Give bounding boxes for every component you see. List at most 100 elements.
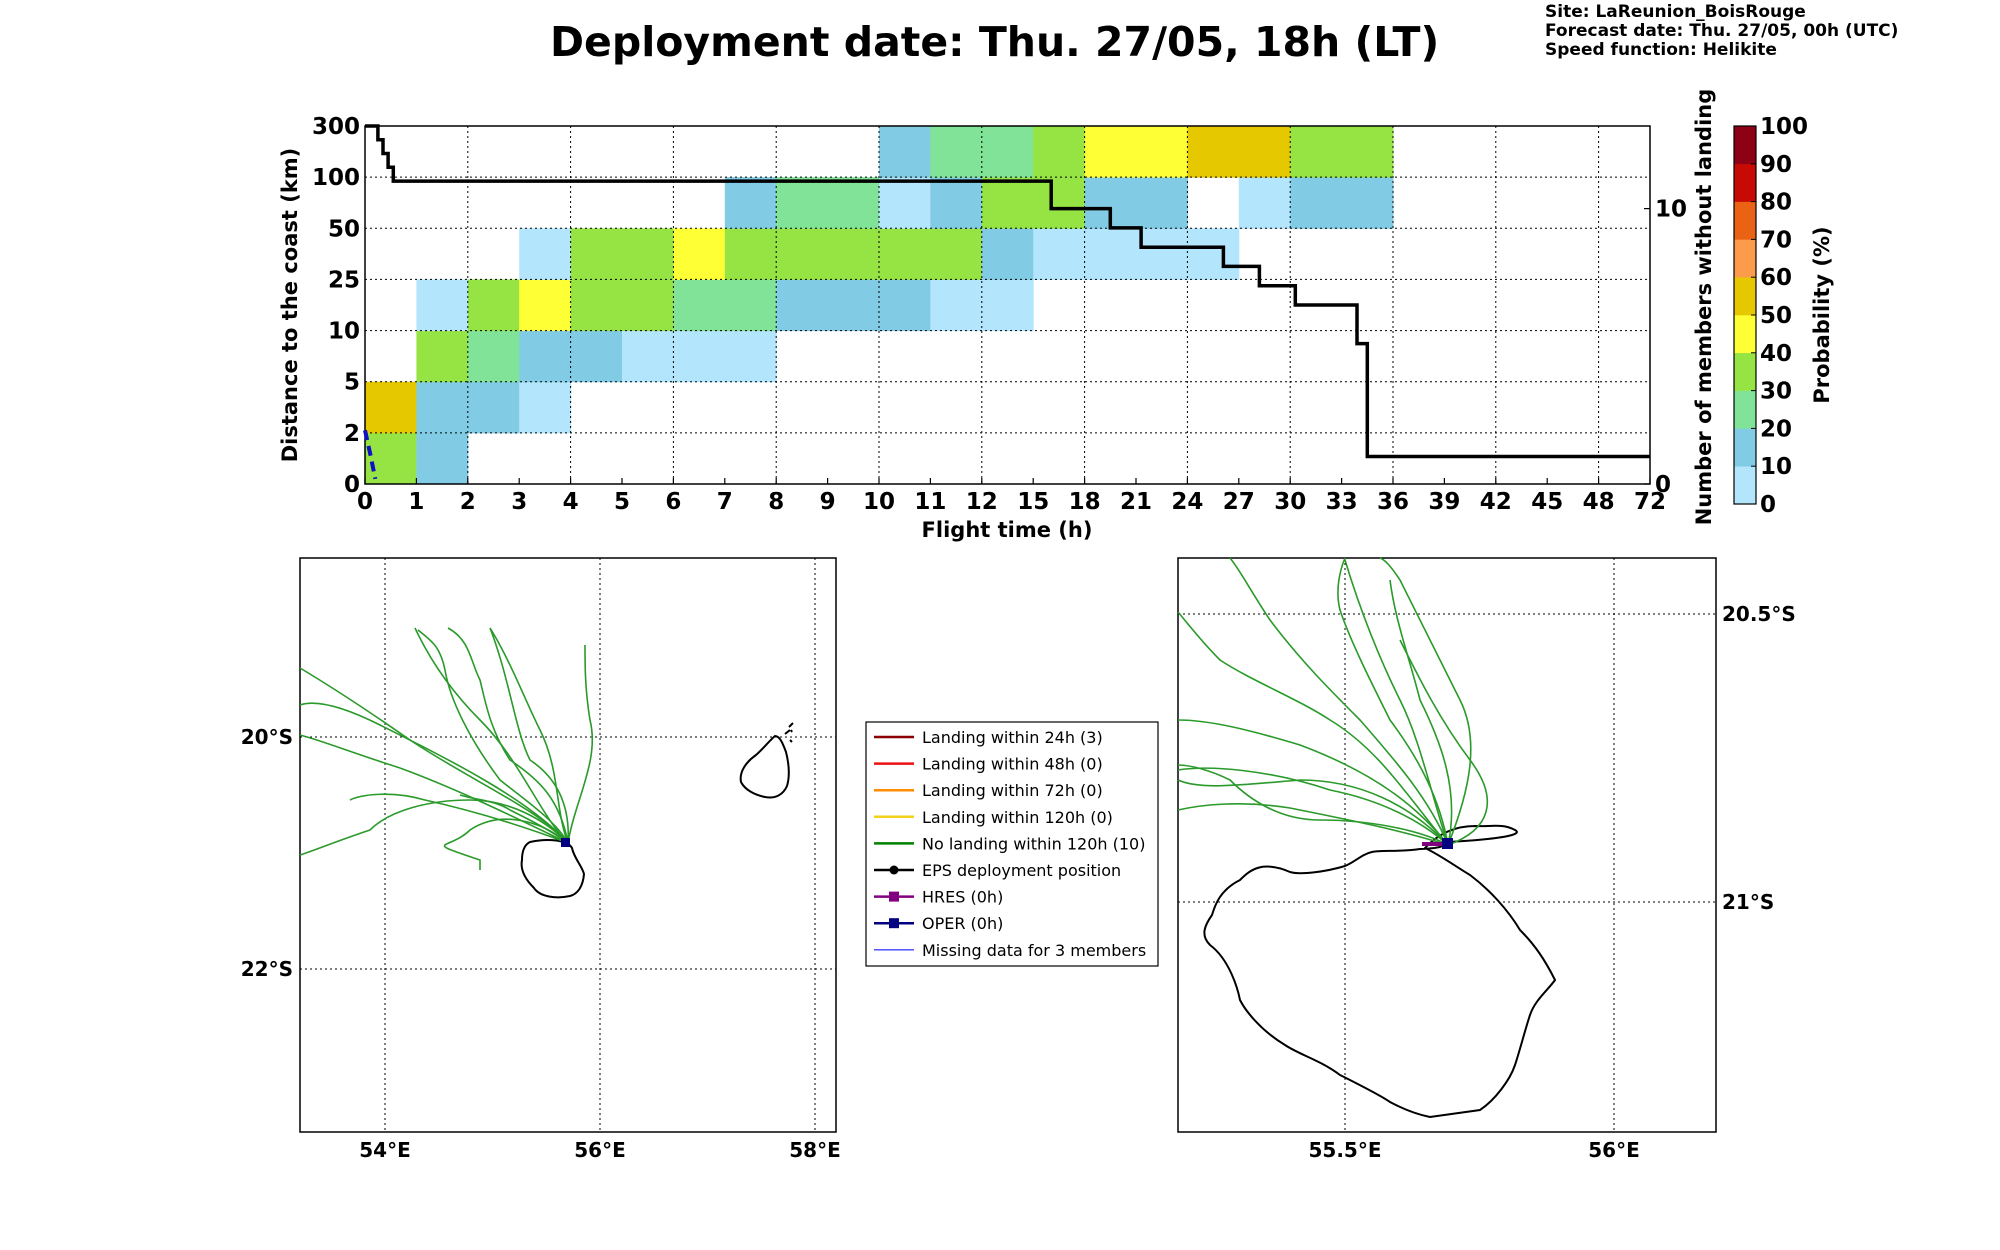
regional-trajectory-map: 54°E 56°E 58°E 20°S 22°S [241,557,841,1162]
heatmap-cell [879,177,931,229]
legend-square-marker [889,918,899,929]
heatmap-cell [519,381,572,434]
x-tick-label: 2 [460,489,476,515]
mauritius-islets [784,722,794,743]
heatmap-cell [1136,177,1188,229]
heatmap-cell [673,279,726,332]
heatmap-y2-ticks: 0 10 [1644,197,1687,498]
map-x-tick-label: 58°E [789,1138,841,1162]
map-x-tick-label: 56°E [574,1138,626,1162]
colorbar-tick-label: 100 [1760,114,1808,140]
page-title: Deployment date: Thu. 27/05, 18h (LT) [550,18,1440,66]
left-map-gridlines [300,558,836,1132]
heatmap-cell [827,279,880,332]
x-tick-label: 6 [665,489,681,515]
heatmap-cell [365,381,417,434]
x-tick-label: 33 [1326,489,1358,515]
heatmap-cell [879,228,931,280]
heatmap-cell [827,228,880,280]
heatmap-y-label: Distance to the coast (km) [278,148,302,463]
y-tick-label: 300 [312,114,360,140]
x-tick-label: 7 [717,489,733,515]
heatmap-cell [1187,228,1240,280]
colorbar-swatch [1734,428,1756,467]
colorbar-tick-label: 0 [1760,492,1776,518]
legend-label: OPER (0h) [922,914,1003,933]
y-tick-label: 100 [312,165,360,191]
legend-item: Landing within 72h (0) [874,781,1103,800]
x-tick-label: 36 [1377,489,1409,515]
colorbar-tick-label: 10 [1760,454,1792,480]
heatmap-cell [1238,177,1291,229]
heatmap-cell [622,228,674,280]
colorbar-swatch [1734,390,1756,429]
left-map-trajectories [299,627,594,870]
heatmap-cell [724,228,777,280]
legend-circle-marker [889,865,899,875]
colorbar-tick-label: 30 [1760,379,1792,405]
heatmap-cell [776,177,829,229]
x-tick-label: 12 [966,489,998,515]
left-map-oper-marker [561,838,570,847]
y-tick-label: 50 [328,216,360,242]
heatmap-cell [570,279,623,332]
colorbar-swatches [1734,126,1756,505]
reunion-island-outline-left [520,839,586,899]
heatmap-cell [570,330,623,383]
heatmap-cell [776,228,829,280]
legend-label: Missing data for 3 members [922,941,1146,960]
y-tick-label: 25 [328,267,360,293]
probability-heatmap: 0 1 2 3 4 5 6 7 8 9 10 11 12 15 18 21 24 27 30 33 36 39 42 45 48… [278,89,1716,542]
colorbar-tick-label: 90 [1760,152,1792,178]
heatmap-cell [1187,126,1240,178]
heatmap-y2-label: Number of members without landing [1692,89,1716,526]
heatmap-cell [981,228,1034,280]
x-tick-label: 8 [768,489,784,515]
heatmap-cell [981,177,1034,229]
heatmap-cell [1136,126,1188,178]
x-tick-label: 11 [914,489,946,515]
colorbar-swatch [1734,126,1756,165]
heatmap-cells [365,126,1394,485]
mauritius-island-outline [739,734,790,799]
site-name: Site: LaReunion_BoisRouge [1545,2,1806,22]
map-y-tick-label: 20°S [241,725,293,749]
heatmap-cell [673,228,726,280]
heatmap-cell [1290,177,1343,229]
heatmap-cell [467,279,520,332]
heatmap-cell [776,279,829,332]
legend-item: Landing within 48h (0) [874,755,1103,774]
right-map-y-ticks: 20.5°S 21°S [1722,602,1796,914]
x-tick-label: 45 [1531,489,1563,515]
x-tick-label: 30 [1274,489,1306,515]
site-info: Site: LaReunion_BoisRouge Forecast date:… [1545,3,1898,60]
colorbar-swatch [1734,466,1756,505]
heatmap-cell [1033,126,1086,178]
right-map-x-ticks: 55.5°E 56°E [1308,1138,1639,1162]
speed-function: Speed function: Helikite [1545,40,1777,60]
map-x-tick-label: 54°E [359,1138,411,1162]
heatmap-cell [416,279,469,332]
left-map-y-ticks: 20°S 22°S [241,725,293,981]
map-y-tick-label: 22°S [241,957,293,981]
colorbar-swatch [1734,352,1756,391]
x-tick-label: 42 [1480,489,1512,515]
right-map-oper-marker [1442,838,1453,849]
colorbar-tick-label: 40 [1760,341,1792,367]
heatmap-cell [365,432,417,485]
oper-distance-dashed-line [363,429,378,480]
heatmap-cell [981,126,1034,178]
heatmap-cell [1136,228,1188,280]
map-y-tick-label: 21°S [1722,890,1774,914]
heatmap-cell [981,279,1034,332]
x-tick-label: 10 [863,489,895,515]
map-y-tick-label: 20.5°S [1722,602,1796,626]
colorbar-tick-label: 20 [1760,416,1792,442]
heatmap-cell [1341,126,1394,178]
legend-label: Landing within 24h (3) [922,728,1103,747]
heatmap-cell [519,279,572,332]
heatmap-cell [930,279,983,332]
legend-label: Landing within 72h (0) [922,781,1103,800]
x-tick-label: 5 [614,489,630,515]
